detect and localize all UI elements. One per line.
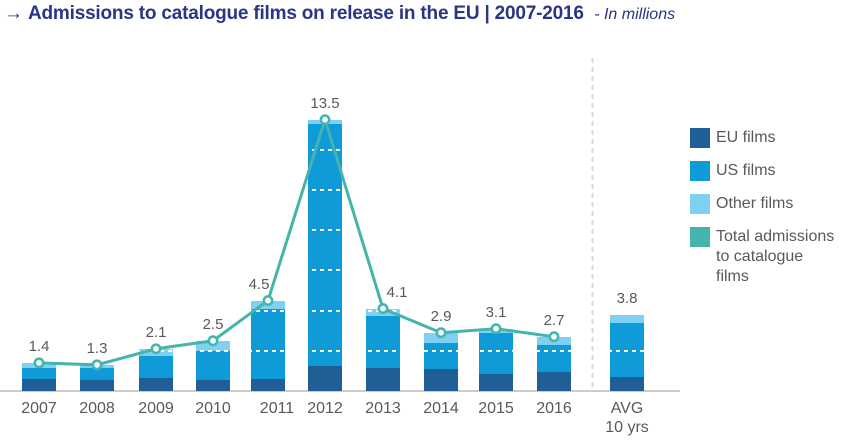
bar-segment-us-films [424, 342, 458, 369]
x-axis-label: 2014 [423, 400, 459, 417]
legend-label: Total admissions to catalogue films [716, 228, 835, 285]
other-films-swatch-icon [690, 194, 710, 214]
bar-segment-eu-films [139, 377, 173, 391]
bar-segment-other-films [22, 362, 56, 368]
total-value-label: 4.5 [248, 275, 270, 293]
legend-item-total-line: Total admissions to catalogue films [690, 227, 840, 287]
bar-segment-eu-films [22, 378, 56, 391]
bar-segment-eu-films [424, 368, 458, 391]
legend-label: EU films [716, 129, 776, 146]
bar-segment-us-films [251, 308, 285, 379]
x-axis-label: 2007 [21, 400, 57, 417]
x-axis-label: 2016 [536, 400, 572, 417]
total-value-label: 2.5 [202, 315, 224, 333]
x-axis-label: 2013 [365, 400, 401, 417]
bar-segment-other-films [537, 336, 571, 345]
us-films-swatch-icon [690, 161, 710, 181]
bar-segment-us-films [196, 350, 230, 380]
arrow-icon: → [4, 3, 23, 24]
total-value-label: 1.4 [28, 337, 50, 355]
bar-segment-us-films [80, 367, 114, 380]
bar-segment-us-films [366, 315, 400, 368]
chart-title: → Admissions to catalogue films on releas… [4, 3, 675, 25]
bar-segment-eu-films [80, 379, 114, 391]
bar-segment-us-films [479, 332, 513, 374]
x-axis-label: 2015 [478, 400, 514, 417]
bar-segment-eu-films [610, 376, 644, 391]
bar-segment-eu-films [479, 373, 513, 391]
bar-segment-us-films [308, 123, 342, 366]
bar-segment-us-films [139, 355, 173, 378]
total-value-label: 3.1 [485, 303, 507, 321]
total-admissions-swatch-icon [690, 227, 710, 247]
bar-segment-eu-films [251, 378, 285, 391]
legend-item-eu-films: EU films [690, 128, 840, 148]
bar-segment-eu-films [196, 379, 230, 391]
x-axis-label: 2010 [195, 400, 231, 417]
gridline [0, 229, 680, 232]
chart-title-text: Admissions to catalogue films on release… [28, 3, 584, 24]
bar-segment-other-films [610, 314, 644, 323]
bar-segment-us-films [610, 322, 644, 377]
total-value-label: 1.3 [86, 339, 108, 357]
x-axis-label: 2012 [307, 400, 343, 417]
chart-title-unit: - In millions [594, 6, 676, 23]
x-axis-label: 2011 [259, 400, 295, 417]
x-axis-label: AVG 10 yrs [605, 400, 649, 436]
total-value-label: 3.8 [616, 289, 638, 307]
total-value-label: 2.9 [430, 307, 452, 325]
bar-segment-us-films [22, 367, 56, 379]
bar-segment-eu-films [308, 365, 342, 391]
gridline [0, 148, 680, 151]
bar-segment-eu-films [366, 367, 400, 391]
legend-label: US films [716, 162, 776, 179]
legend: EU films US films Other films Total admi… [690, 128, 840, 300]
bar-segment-eu-films [537, 371, 571, 391]
bar-segment-other-films [80, 364, 114, 368]
x-axis-line [0, 390, 680, 392]
bar-segment-other-films [251, 300, 285, 309]
x-axis-label: 2009 [138, 400, 174, 417]
gridline [0, 269, 680, 272]
x-axis-label: 2008 [79, 400, 115, 417]
total-admissions-line [38, 118, 555, 367]
legend-item-us-films: US films [690, 161, 840, 181]
gridline [0, 189, 680, 191]
bar-segment-other-films [308, 119, 342, 124]
total-value-label: 4.1 [386, 283, 408, 301]
total-value-label: 2.7 [543, 311, 565, 329]
legend-item-other-films: Other films [690, 194, 840, 214]
bar-segment-other-films [479, 328, 513, 333]
total-value-label: 13.5 [310, 94, 340, 112]
total-value-label: 2.1 [145, 323, 167, 341]
eu-films-swatch-icon [690, 128, 710, 148]
legend-label: Other films [716, 195, 794, 212]
bar-segment-other-films [424, 332, 458, 343]
